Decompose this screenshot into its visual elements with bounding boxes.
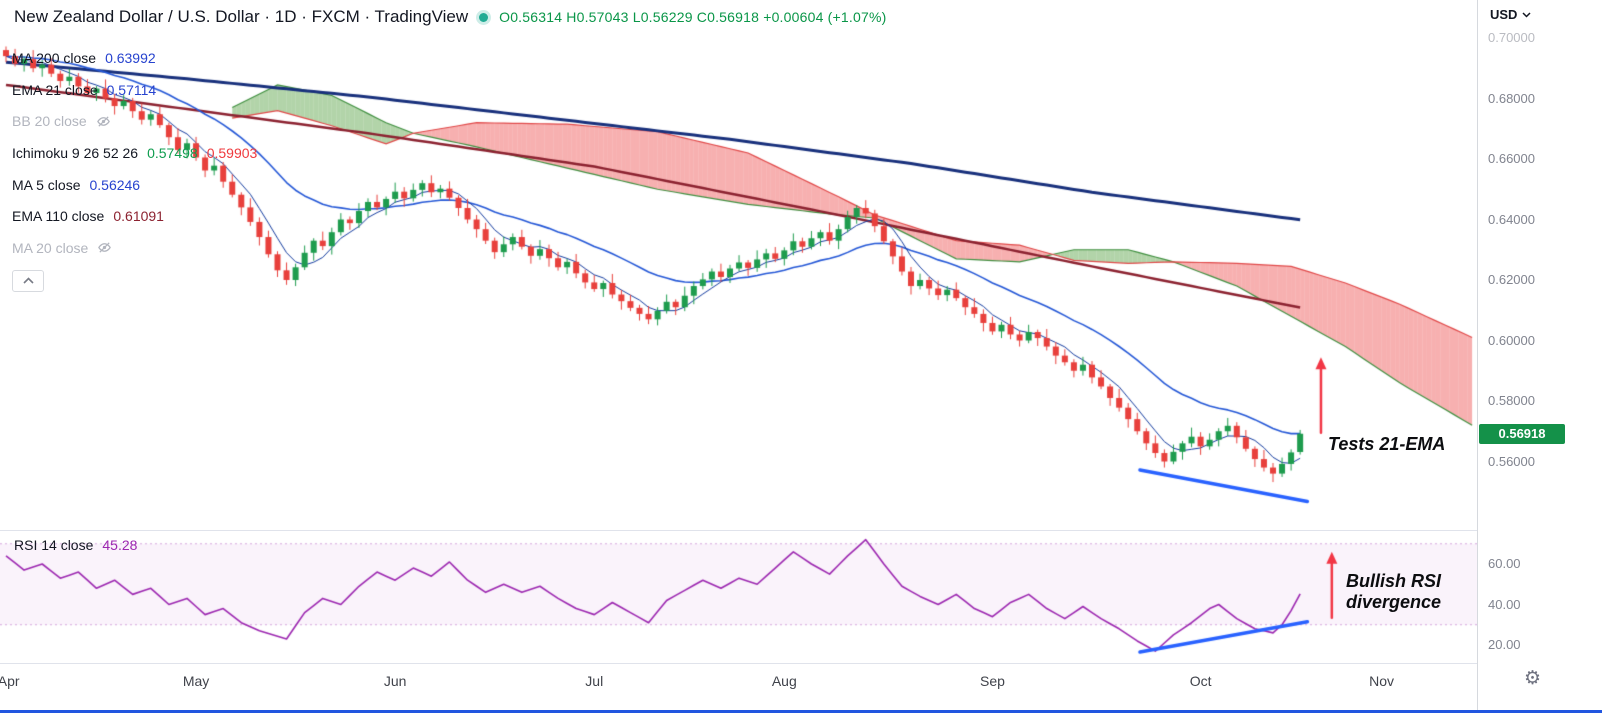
ohlc-values: O0.56314 H0.57043 L0.56229 C0.56918 +0.0… xyxy=(499,9,887,25)
currency-selector[interactable]: USD xyxy=(1490,7,1531,22)
indicator-label: Ichimoku 9 26 52 26 xyxy=(12,144,139,161)
annotation-line: Bullish RSI xyxy=(1346,571,1442,591)
annotation-bullish-rsi-divergence[interactable]: Bullish RSI divergence xyxy=(1346,571,1441,613)
chevron-down-icon xyxy=(1522,11,1531,18)
month-label: Jul xyxy=(585,673,604,689)
indicator-value: 0.56246 xyxy=(89,176,141,193)
indicator-value: 0.63992 xyxy=(105,49,156,66)
price-tick-label: 0.70000 xyxy=(1488,30,1535,45)
annotation-line: divergence xyxy=(1346,592,1442,612)
legend-row-ma200[interactable]: MA 200 close 0.63992 xyxy=(12,42,156,74)
month-label: Apr xyxy=(0,673,20,689)
eye-off-icon[interactable] xyxy=(97,240,112,255)
chart-canvas[interactable] xyxy=(0,0,1478,664)
market-status-dot[interactable] xyxy=(479,12,489,22)
indicator-label: BB 20 close xyxy=(12,113,87,130)
rsi-tick-label: 40.00 xyxy=(1488,596,1521,612)
indicator-label: EMA 110 close xyxy=(12,208,105,225)
indicator-value: 0.57114 xyxy=(106,81,157,98)
axis-labels: 0.70000 0.68000 0.66000 0.64000 0.62000 0.600… xyxy=(1478,0,1602,713)
legend-collapse-button[interactable] xyxy=(12,269,44,292)
month-label: Oct xyxy=(1189,673,1212,689)
rsi-tick-label: 60.00 xyxy=(1488,556,1521,571)
indicator-label: EMA 21 close xyxy=(12,81,98,98)
indicator-label: MA 200 close xyxy=(12,49,97,66)
month-label: Nov xyxy=(1369,673,1395,689)
month-label: May xyxy=(182,673,210,689)
indicator-value: 45.28 xyxy=(102,537,138,553)
bottom-accent-bar xyxy=(0,710,1602,713)
legend-row-ichimoku[interactable]: Ichimoku 9 26 52 26 0.57498 0.59903 xyxy=(12,137,257,169)
chart-header: New Zealand Dollar / U.S. Dollar · 1D · … xyxy=(14,7,886,27)
rsi-tick-label: 20.00 xyxy=(1488,637,1521,652)
indicator-label: MA 5 close xyxy=(12,176,81,193)
price-tick-label: 0.56000 xyxy=(1488,453,1535,469)
indicator-value: 0.57498 xyxy=(147,144,198,161)
rsi-legend-row[interactable]: RSI 14 close 45.28 xyxy=(14,537,137,553)
price-axis-panel[interactable]: USD 0.70000 0.68000 0.66000 0.64000 0.62000 0… xyxy=(1478,0,1602,713)
indicator-label: MA 20 close xyxy=(12,239,89,256)
eye-off-icon[interactable] xyxy=(96,114,111,129)
annotation-tests-21ema[interactable]: Tests 21-EMA xyxy=(1328,434,1446,454)
indicator-legend: MA 200 close 0.63992 EMA 21 close 0.5711… xyxy=(12,42,257,292)
symbol-title[interactable]: New Zealand Dollar / U.S. Dollar · 1D · … xyxy=(14,7,469,26)
price-axis-divider xyxy=(1477,0,1478,713)
legend-row-ema110[interactable]: EMA 110 close 0.61091 xyxy=(12,200,164,232)
price-tick-label: 0.68000 xyxy=(1488,90,1535,106)
indicator-value: 0.59903 xyxy=(206,144,258,161)
legend-row-ma20[interactable]: MA 20 close xyxy=(12,232,112,264)
price-tick-label: 0.62000 xyxy=(1488,272,1535,287)
price-tick-label: 0.66000 xyxy=(1488,151,1535,166)
chevron-up-icon xyxy=(22,277,34,284)
time-axis-divider xyxy=(0,663,1602,664)
month-label: Aug xyxy=(771,673,797,689)
price-tick-label: 0.60000 xyxy=(1488,332,1535,348)
legend-row-ema21[interactable]: EMA 21 close 0.57114 xyxy=(12,74,156,106)
currency-label: USD xyxy=(1490,7,1518,22)
last-price-label: 0.56918 xyxy=(1479,423,1565,444)
indicator-label: RSI 14 close xyxy=(14,537,94,553)
legend-row-ma5[interactable]: MA 5 close 0.56246 xyxy=(12,169,140,201)
legend-row-bb20[interactable]: BB 20 close xyxy=(12,105,111,137)
month-label: Jun xyxy=(383,673,407,689)
time-axis[interactable]: Apr May Jun Jul Aug Sep Oct Nov xyxy=(0,664,1477,698)
month-label: Sep xyxy=(979,673,1005,689)
indicator-value: 0.61091 xyxy=(113,208,164,225)
price-tick-label: 0.64000 xyxy=(1488,211,1535,227)
gear-icon[interactable]: ⚙ xyxy=(1524,668,1542,689)
pane-divider[interactable] xyxy=(0,530,1602,531)
price-tick-label: 0.58000 xyxy=(1488,393,1535,408)
